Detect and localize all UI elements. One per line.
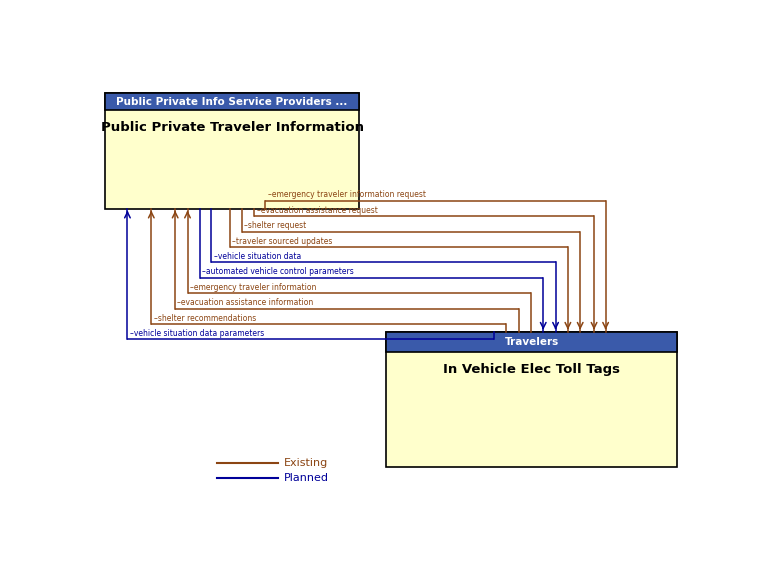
Text: –traveler sourced updates: –traveler sourced updates [232, 237, 332, 245]
Text: –automated vehicle control parameters: –automated vehicle control parameters [202, 268, 354, 276]
Text: –shelter recommendations: –shelter recommendations [154, 314, 256, 322]
Text: Travelers: Travelers [504, 337, 558, 347]
Text: Planned: Planned [283, 473, 329, 483]
Text: –shelter request: –shelter request [244, 221, 306, 230]
Text: –emergency traveler information request: –emergency traveler information request [267, 190, 426, 199]
Text: Existing: Existing [283, 458, 328, 468]
Text: –vehicle situation data: –vehicle situation data [214, 252, 301, 261]
Bar [105, 93, 359, 110]
Text: –vehicle situation data parameters: –vehicle situation data parameters [130, 329, 264, 338]
Text: Public Private Info Service Providers ...: Public Private Info Service Providers ..… [116, 97, 348, 107]
Text: –emergency traveler information: –emergency traveler information [189, 283, 316, 292]
Bar [386, 332, 677, 466]
Text: –evacuation assistance information: –evacuation assistance information [177, 298, 314, 307]
Bar [105, 93, 359, 209]
Text: Public Private Traveler Information: Public Private Traveler Information [101, 121, 364, 134]
Bar [386, 332, 677, 352]
Text: –evacuation assistance request: –evacuation assistance request [257, 206, 377, 215]
Text: In Vehicle Elec Toll Tags: In Vehicle Elec Toll Tags [443, 363, 620, 375]
